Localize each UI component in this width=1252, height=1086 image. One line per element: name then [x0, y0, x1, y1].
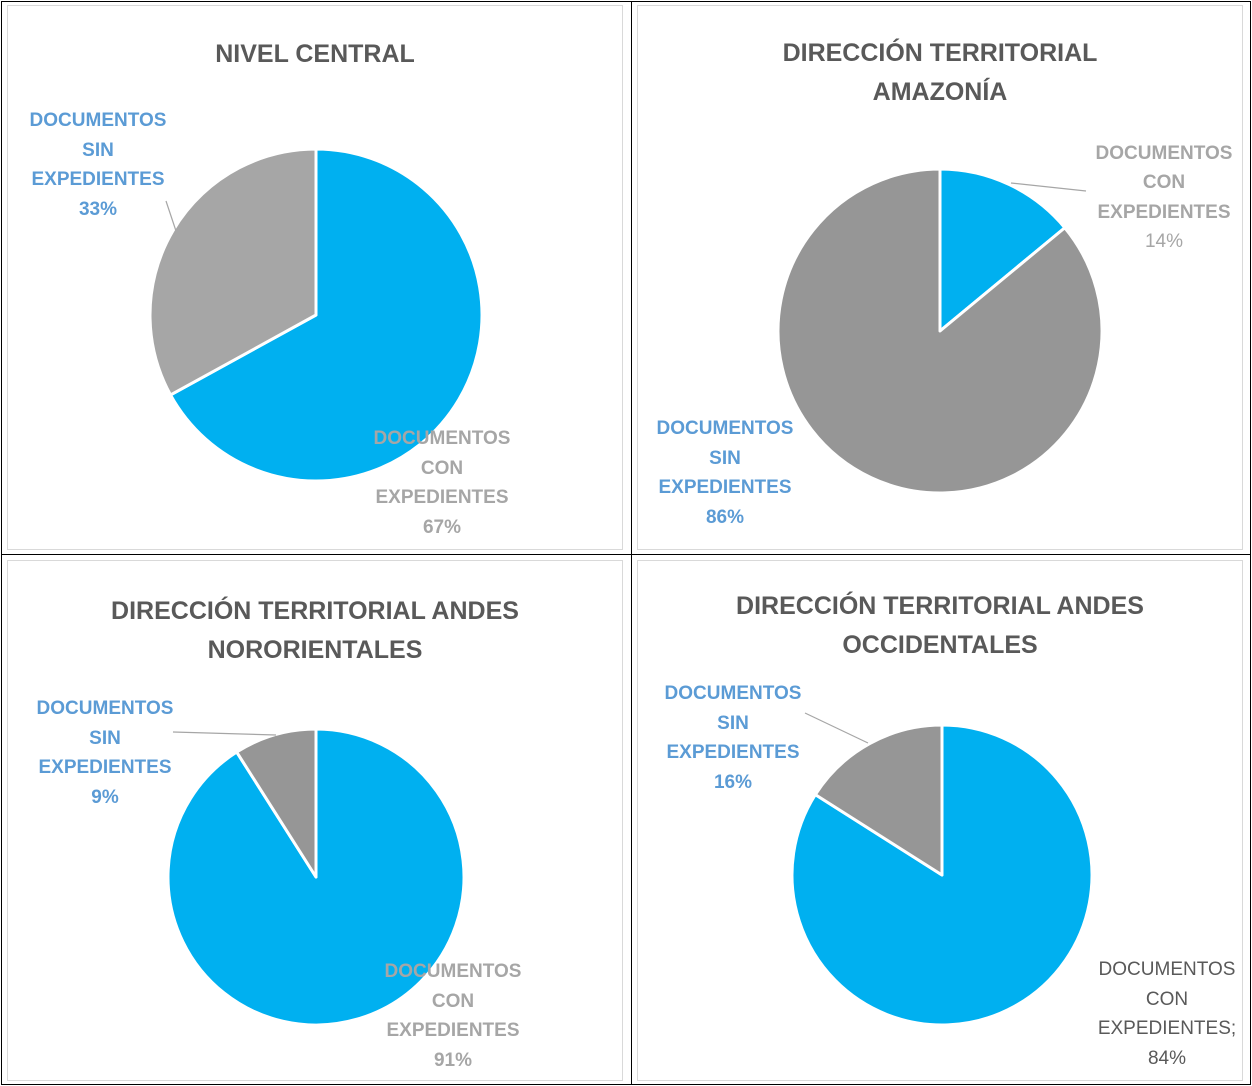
- leader-line: [804, 712, 869, 744]
- pie-svg: [776, 167, 1104, 495]
- leader-line: [1010, 182, 1087, 192]
- slice-label-sin: DOCUMENTOS SIN EXPEDIENTES 9%: [36, 698, 174, 808]
- pie-svg: [166, 727, 466, 1027]
- cell-andes-occidentales: [631, 554, 1251, 1085]
- slice-label-con: DOCUMENTOS CON EXPEDIENTES 67%: [373, 428, 511, 538]
- slice-label-con-text: DOCUMENTOS CON EXPEDIENTES 14%: [1095, 142, 1233, 253]
- chart-title: DIRECCIÓN TERRITORIAL AMAZONÍA: [782, 39, 1098, 106]
- slice-label-sin: DOCUMENTOS SIN EXPEDIENTES 33%: [29, 110, 167, 220]
- slice-label-sin: DOCUMENTOS SIN EXPEDIENTES 86%: [656, 418, 794, 528]
- pie-svg: [148, 147, 484, 483]
- chart-title: NIVEL CENTRAL: [215, 40, 415, 68]
- pie-slice-sin-expedientes: [813, 723, 944, 877]
- chart-amazonia: DIRECCIÓN TERRITORIAL AMAZONÍA DOCUMENTO…: [637, 5, 1243, 550]
- leader-line: [172, 731, 277, 736]
- slice-label-con: DOCUMENTOS CON EXPEDIENTES 91%: [384, 961, 522, 1071]
- chart-title: DIRECCIÓN TERRITORIAL ANDES NORORIENTALE…: [111, 597, 519, 664]
- slice-label-con-percent: 14%: [1144, 231, 1184, 252]
- pie-slice-con-expedientes: [938, 167, 1067, 333]
- chart-andes-nororientales: DIRECCIÓN TERRITORIAL ANDES NORORIENTALE…: [7, 560, 623, 1081]
- leader-line: [165, 200, 177, 232]
- slice-label-con: DOCUMENTOS CON EXPEDIENTES 14%: [1069, 109, 1252, 257]
- pie-svg: [790, 712, 1094, 1027]
- slice-label-sin: DOCUMENTOS SIN EXPEDIENTES 16%: [664, 683, 802, 793]
- pie-slice-sin-expedientes: [776, 167, 1104, 495]
- chart-title: DIRECCIÓN TERRITORIAL ANDES OCCIDENTALES: [736, 592, 1144, 659]
- chart-nivel-central: NIVEL CENTRAL DOCUMENTOS CON EXPEDIENTES…: [7, 5, 623, 550]
- pie-slice-con-expedientes: [169, 147, 484, 483]
- slice-label-con: DOCUMENTOS CON EXPEDIENTES; 84%: [1097, 959, 1237, 1069]
- chart-andes-occidentales: DIRECCIÓN TERRITORIAL ANDES OCCIDENTALES…: [637, 560, 1243, 1081]
- pie-slice-sin-expedientes: [148, 147, 318, 397]
